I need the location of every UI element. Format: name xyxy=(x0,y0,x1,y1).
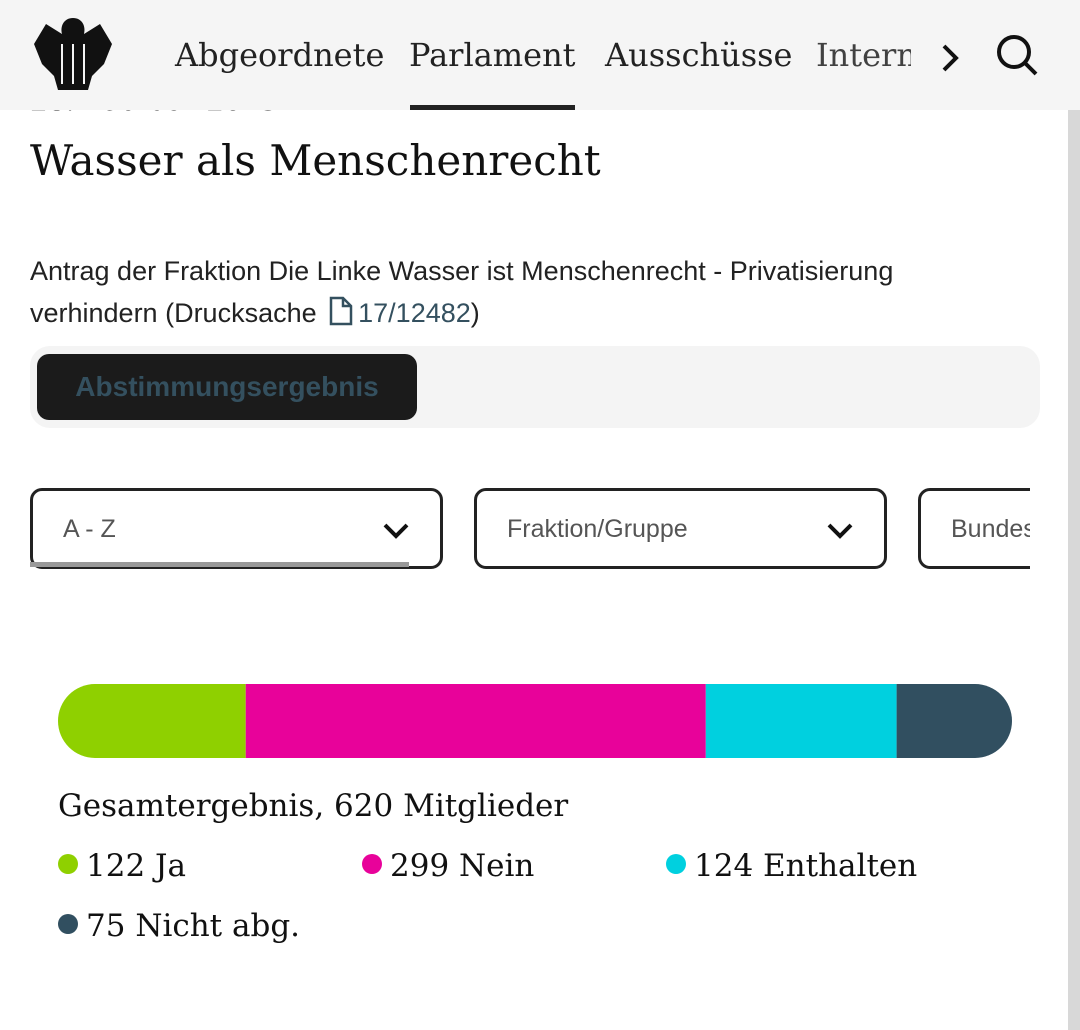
page-title: Wasser als Menschenrecht xyxy=(30,136,601,185)
tab[interactable]: Abstimmungsergebnis xyxy=(37,354,417,420)
dropdown[interactable]: Fraktion/Gruppe xyxy=(474,488,887,569)
bar-segment xyxy=(245,684,706,758)
filter-underline xyxy=(30,562,409,567)
dropdown-label: Bundes xyxy=(951,515,1030,543)
legend-value: 299 xyxy=(390,848,450,884)
bar-segment xyxy=(705,684,897,758)
legend-name: Nicht abg. xyxy=(135,908,301,944)
dropdown-label: Fraktion/Gruppe xyxy=(507,515,688,543)
dropdown-label: A - Z xyxy=(63,515,116,543)
legend-dot xyxy=(58,914,78,934)
bar-segment xyxy=(896,684,1012,758)
legend-name: Nein xyxy=(459,848,535,884)
nav-active xyxy=(410,105,575,110)
dropdown[interactable]: Bundes xyxy=(918,488,1030,569)
legend-name: Enthalten xyxy=(763,848,918,884)
header: Abgeordnete Parlament Ausschüsse Intern xyxy=(0,0,1080,110)
legend-dot xyxy=(58,854,78,874)
nav-next[interactable] xyxy=(936,38,966,78)
nav-item[interactable]: Parlament xyxy=(409,36,576,74)
chevron xyxy=(827,523,853,539)
legend-dot xyxy=(666,854,686,874)
legend-item: 122 Ja xyxy=(58,848,186,884)
nav-item[interactable]: Intern xyxy=(816,36,911,74)
document-link[interactable]: 17/12482 xyxy=(358,298,471,328)
nav-item[interactable]: Abgeordnete xyxy=(175,36,385,74)
doc-icon xyxy=(329,296,353,326)
legend-item: 299 Nein xyxy=(362,848,534,884)
dropdown[interactable]: A - Z xyxy=(30,488,443,569)
tab-bar: Abstimmungsergebnis xyxy=(30,346,1040,428)
chevron xyxy=(383,523,409,539)
nav-item[interactable]: Ausschüsse xyxy=(605,36,793,74)
scrollbar xyxy=(1068,110,1080,1030)
legend-item: 75 Nicht abg. xyxy=(58,908,300,944)
description-text: Antrag der Fraktion Die Linke Wasser ist… xyxy=(30,256,894,328)
legend-value: 124 xyxy=(694,848,754,884)
legend-dot xyxy=(362,854,382,874)
chart-title: Gesamtergebnis, 620 Mitglieder xyxy=(58,788,569,824)
bar-segment xyxy=(58,684,246,758)
logo[interactable] xyxy=(28,14,118,94)
description-after: ) xyxy=(470,298,480,328)
description: Antrag der Fraktion Die Linke Wasser ist… xyxy=(30,250,1020,334)
legend-name: Ja xyxy=(155,848,186,884)
filters: A - Z Fraktion/Gruppe Bundes xyxy=(30,488,1030,569)
legend-value: 75 xyxy=(86,908,126,944)
vote-bar xyxy=(58,684,1012,758)
legend-value: 122 xyxy=(86,848,146,884)
legend-item: 124 Enthalten xyxy=(666,848,917,884)
search[interactable] xyxy=(994,32,1044,82)
